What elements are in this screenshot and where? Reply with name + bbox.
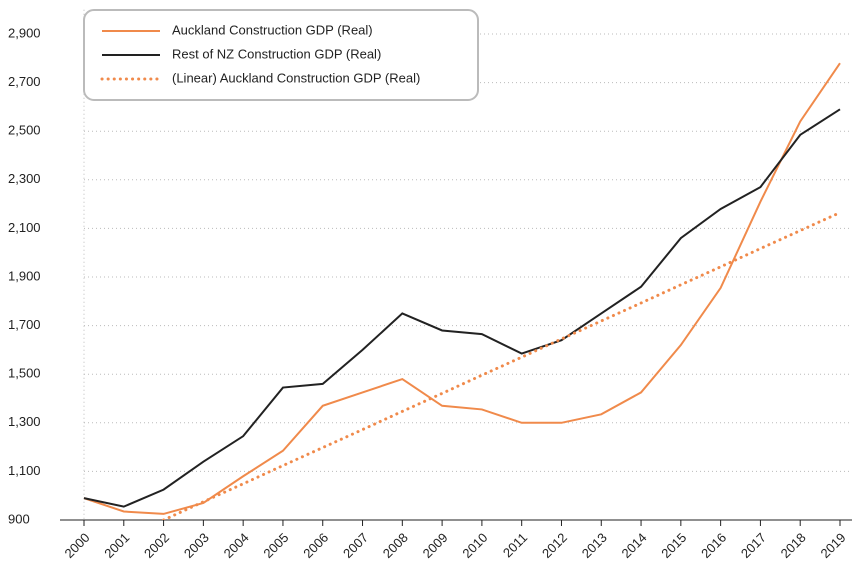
y-tick-label: 2,300 <box>8 171 41 186</box>
x-tick-label: 2003 <box>181 530 212 561</box>
x-tick-label: 2017 <box>738 530 769 561</box>
y-tick-label: 2,900 <box>8 25 41 40</box>
x-tick-label: 2005 <box>260 530 291 561</box>
x-tick-label: 2008 <box>380 530 411 561</box>
series-line <box>83 108 841 508</box>
plot-area <box>83 62 842 520</box>
x-tick-label: 2013 <box>579 530 610 561</box>
y-tick-label: 900 <box>8 511 30 526</box>
y-tick-label: 1,500 <box>8 366 41 381</box>
x-tick-label: 2015 <box>658 530 689 561</box>
x-tick-label: 2019 <box>817 530 848 561</box>
legend-label: (Linear) Auckland Construction GDP (Real… <box>172 70 420 85</box>
y-tick-label: 1,300 <box>8 414 41 429</box>
y-tick-label: 1,100 <box>8 463 41 478</box>
series-line <box>83 62 841 515</box>
x-tick-label: 2009 <box>420 530 451 561</box>
series-line <box>162 211 842 520</box>
x-tick-label: 2001 <box>101 530 132 561</box>
legend-label: Rest of NZ Construction GDP (Real) <box>172 46 381 61</box>
x-tick-label: 2018 <box>778 530 809 561</box>
x-tick-label: 2010 <box>459 530 490 561</box>
x-tick-label: 2012 <box>539 530 570 561</box>
x-tick-label: 2014 <box>619 530 650 561</box>
y-tick-label: 2,700 <box>8 74 41 89</box>
y-tick-label: 2,500 <box>8 123 41 138</box>
x-tick-label: 2006 <box>300 530 331 561</box>
x-tick-label: 2011 <box>500 530 530 560</box>
y-tick-label: 2,100 <box>8 220 41 235</box>
x-tick-label: 2016 <box>698 530 729 561</box>
y-tick-label: 1,900 <box>8 268 41 283</box>
legend <box>83 9 479 101</box>
x-tick-label: 2000 <box>61 530 92 561</box>
x-tick-label: 2004 <box>221 530 252 561</box>
x-tick-label: 2007 <box>340 530 371 561</box>
x-tick-label: 2002 <box>141 530 172 561</box>
y-tick-label: 1,700 <box>8 317 41 332</box>
legend-label: Auckland Construction GDP (Real) <box>172 22 373 37</box>
